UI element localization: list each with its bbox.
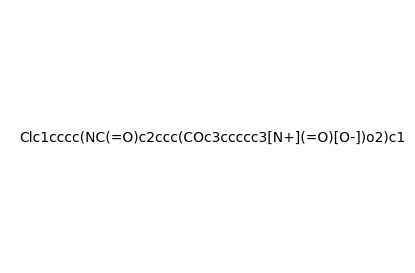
Text: Clc1cccc(NC(=O)c2ccc(COc3ccccc3[N+](=O)[O-])o2)c1: Clc1cccc(NC(=O)c2ccc(COc3ccccc3[N+](=O)[… bbox=[20, 131, 406, 145]
